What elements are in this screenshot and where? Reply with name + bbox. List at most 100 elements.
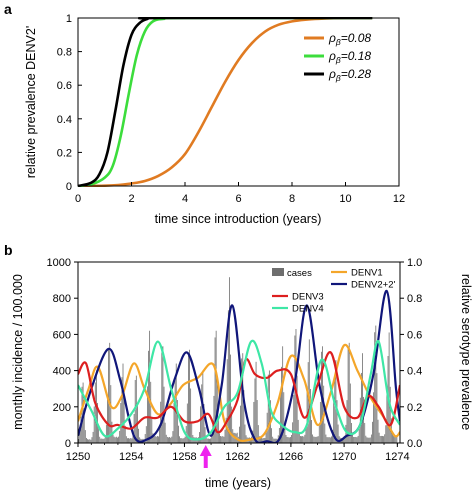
panel-a-legend: ρβ=0.08 ρβ=0.18 ρβ=0.28 [304, 31, 371, 83]
panel-b-legend-swatch-cases [272, 268, 284, 276]
panel-b-case-bar [379, 435, 381, 443]
panel-b-case-bar [165, 434, 167, 443]
panel-b-case-bar [169, 437, 170, 443]
panel-b-case-bar [166, 436, 168, 443]
panel-b-case-bar [183, 438, 185, 443]
panel-b-label: b [4, 242, 13, 258]
panel-b-case-bar [370, 434, 372, 443]
panel-b-case-bar [170, 437, 172, 443]
panel-b-case-bar [146, 386, 148, 443]
panel-b-case-bar [225, 417, 227, 443]
panel-b-case-bar [173, 402, 175, 443]
panel-a-x-tick-label: 4 [182, 193, 188, 205]
panel-b-case-bar [336, 400, 338, 443]
panel-b-left-y-ticks: 0 200 400 600 800 1000 [47, 257, 78, 450]
panel-b-case-bar [203, 404, 205, 443]
panel-b-case-bar [229, 277, 230, 443]
panel-b-case-bar [302, 436, 304, 443]
panel-b-case-bar [108, 349, 109, 443]
panel-b-case-bar [334, 378, 336, 443]
panel-b-case-bar [220, 436, 221, 443]
panel-a-y-tick-label: 0.2 [57, 147, 72, 159]
panel-b-case-bar [388, 332, 390, 443]
panel-b-legend-entry-0: DENV1 [351, 268, 383, 279]
panel-a-x-tick-label: 10 [339, 193, 351, 205]
panel-b-case-bar [182, 438, 184, 443]
panel-b-case-bar [257, 425, 259, 443]
panel-b-case-bar [78, 439, 80, 443]
panel-b-case-bar [219, 433, 220, 443]
panel-b-case-bar [308, 339, 310, 443]
panel-b-case-bar [231, 406, 233, 443]
panel-b-case-bar [275, 438, 277, 443]
panel-b-case-bar [155, 436, 157, 443]
panel-b-case-bar [243, 390, 245, 443]
panel-b-case-bar [162, 346, 164, 443]
panel-a-y-tick-label: 0.4 [57, 114, 72, 126]
panel-b-case-bar [374, 332, 376, 443]
panel-b-case-bar [101, 438, 103, 443]
panel-b-right-y-tick-label: 0.4 [407, 366, 422, 378]
panel-b-case-bar [92, 431, 94, 443]
panel-a-legend-entry-1: ρβ=0.18 [328, 49, 371, 65]
panel-b-case-bar [112, 434, 114, 443]
panel-b-case-bar [201, 384, 203, 443]
panel-b-case-bar [328, 437, 330, 443]
panel-b-case-bar [118, 436, 119, 443]
panel-b-case-bar [190, 388, 192, 443]
panel-b-introduction-marker [199, 445, 212, 468]
panel-b-case-bar [158, 436, 159, 443]
panel-b-case-bar [304, 434, 306, 443]
panel-b-case-bar [88, 439, 90, 443]
panel-b-case-bar [359, 397, 361, 443]
panel-b-case-bar [348, 342, 350, 443]
panel-b-case-bar [123, 399, 125, 443]
panel-b-case-bar [110, 385, 112, 443]
panel-b-case-bar [293, 395, 295, 443]
panel-b-case-bar [349, 383, 351, 443]
panel-b-case-bar [317, 436, 319, 443]
panel-b-left-y-tick-label: 400 [53, 366, 71, 378]
panel-b-case-bar [314, 436, 316, 443]
panel-b-case-bar [378, 432, 380, 443]
panel-b-case-bar [353, 436, 355, 443]
panel-b-case-bar [241, 358, 243, 443]
panel-b-case-bar [131, 438, 133, 443]
panel-b-case-bar [244, 424, 246, 443]
panel-b-case-bar [338, 436, 340, 443]
panel-b-case-bar [119, 430, 121, 443]
panel-b-case-bar [337, 424, 339, 443]
panel-b-case-bar [283, 392, 285, 443]
panel-b-case-bar [284, 421, 286, 443]
arrow-up-icon-shaft [203, 455, 208, 468]
panel-b-case-bar [90, 439, 92, 443]
panel-b-case-bar [365, 435, 367, 443]
panel-b-case-bar [223, 436, 225, 443]
panel-b-case-bar [115, 436, 117, 443]
panel-b-case-bar [258, 436, 260, 443]
panel-b-case-bar [205, 436, 207, 443]
panel-b-case-bar [150, 381, 152, 443]
panel-b-case-bar [81, 386, 83, 443]
panel-b-case-bar [305, 426, 307, 443]
panel-b-left-y-tick-label: 800 [53, 293, 71, 305]
panel-b-case-bar [296, 375, 298, 443]
panel-b-case-bar [393, 435, 394, 443]
panel-b-case-bar [240, 405, 241, 443]
panel-b-case-bar [287, 437, 289, 443]
panel-b-case-bar [377, 419, 379, 443]
panel-a-series-line-0 [78, 17, 373, 187]
panel-a-y-tick-label: 1 [66, 13, 72, 25]
panel-a-legend-entry-0: ρβ=0.08 [328, 31, 371, 47]
panel-b-case-bar [145, 426, 147, 443]
panel-b-case-bar [213, 395, 215, 443]
panel-b-case-bar [180, 438, 182, 443]
panel-b-case-bar [273, 438, 275, 443]
panel-b-case-bar [122, 363, 124, 443]
panel-b-case-bar [255, 361, 257, 443]
panel-b-case-bar [295, 329, 297, 443]
panel-b-case-bar [297, 419, 299, 443]
panel-a-y-axis-label: relative prevalence DENV2' [24, 26, 38, 178]
panel-b-right-y-tick-label: 0.6 [407, 329, 422, 341]
panel-b-case-bar [87, 439, 88, 443]
